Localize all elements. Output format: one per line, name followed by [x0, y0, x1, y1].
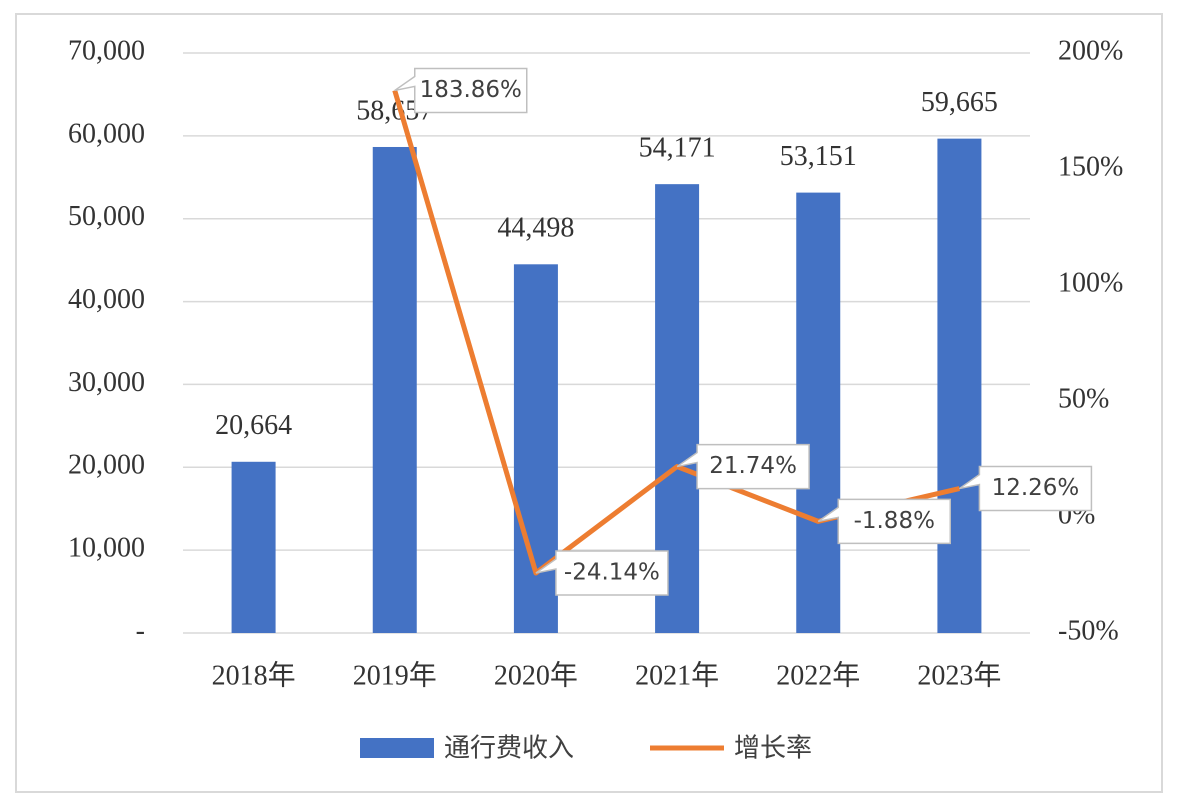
line-value-label: -24.14%: [564, 560, 660, 586]
line-value-label: 12.26%: [992, 475, 1080, 501]
y2-tick-label: 200%: [1058, 35, 1123, 66]
bar-value-label: 53,151: [780, 141, 857, 172]
y-tick-label: 60,000: [68, 118, 145, 149]
line-value-label: -1.88%: [854, 508, 935, 534]
x-tick-label: 2019年: [353, 659, 437, 691]
y-tick-label: 70,000: [68, 35, 145, 66]
line-value-label: 183.86%: [420, 77, 522, 103]
bar-value-label: 44,498: [497, 213, 574, 244]
bar-value-label: 59,665: [921, 87, 998, 118]
bar: [231, 461, 276, 633]
callout-box: [676, 443, 810, 490]
y2-tick-label: -50%: [1058, 615, 1119, 646]
line-value-label: 21.74%: [709, 453, 797, 479]
callout-box: [958, 465, 1093, 512]
bar: [796, 192, 841, 633]
y-tick-label: 50,000: [68, 201, 145, 232]
bar: [513, 264, 558, 633]
bar: [937, 138, 982, 633]
x-tick-label: 2021年: [635, 659, 719, 691]
legend-label: 通行费收入: [444, 734, 574, 764]
legend-label: 增长率: [734, 734, 812, 764]
callout-box: [535, 550, 669, 596]
bar: [372, 146, 417, 633]
y2-tick-label: 150%: [1058, 151, 1123, 182]
y-tick-label: 30,000: [68, 367, 145, 398]
callout-box: [394, 67, 528, 114]
bar-value-label: 54,171: [639, 133, 716, 164]
y-tick-label: 20,000: [68, 450, 145, 481]
x-tick-label: 2018年: [212, 659, 296, 691]
x-tick-label: 2023年: [917, 659, 1001, 691]
y2-tick-label: 50%: [1058, 383, 1109, 414]
y-tick-label: 40,000: [68, 284, 145, 315]
bar-value-label: 20,664: [215, 410, 292, 441]
y-tick-label: -: [136, 615, 145, 646]
y-tick-label: 10,000: [68, 533, 145, 564]
y2-tick-label: 100%: [1058, 267, 1123, 298]
callout-box: [817, 498, 951, 545]
x-tick-label: 2020年: [494, 659, 578, 691]
x-tick-label: 2022年: [776, 659, 860, 691]
legend-swatch: [360, 738, 434, 758]
